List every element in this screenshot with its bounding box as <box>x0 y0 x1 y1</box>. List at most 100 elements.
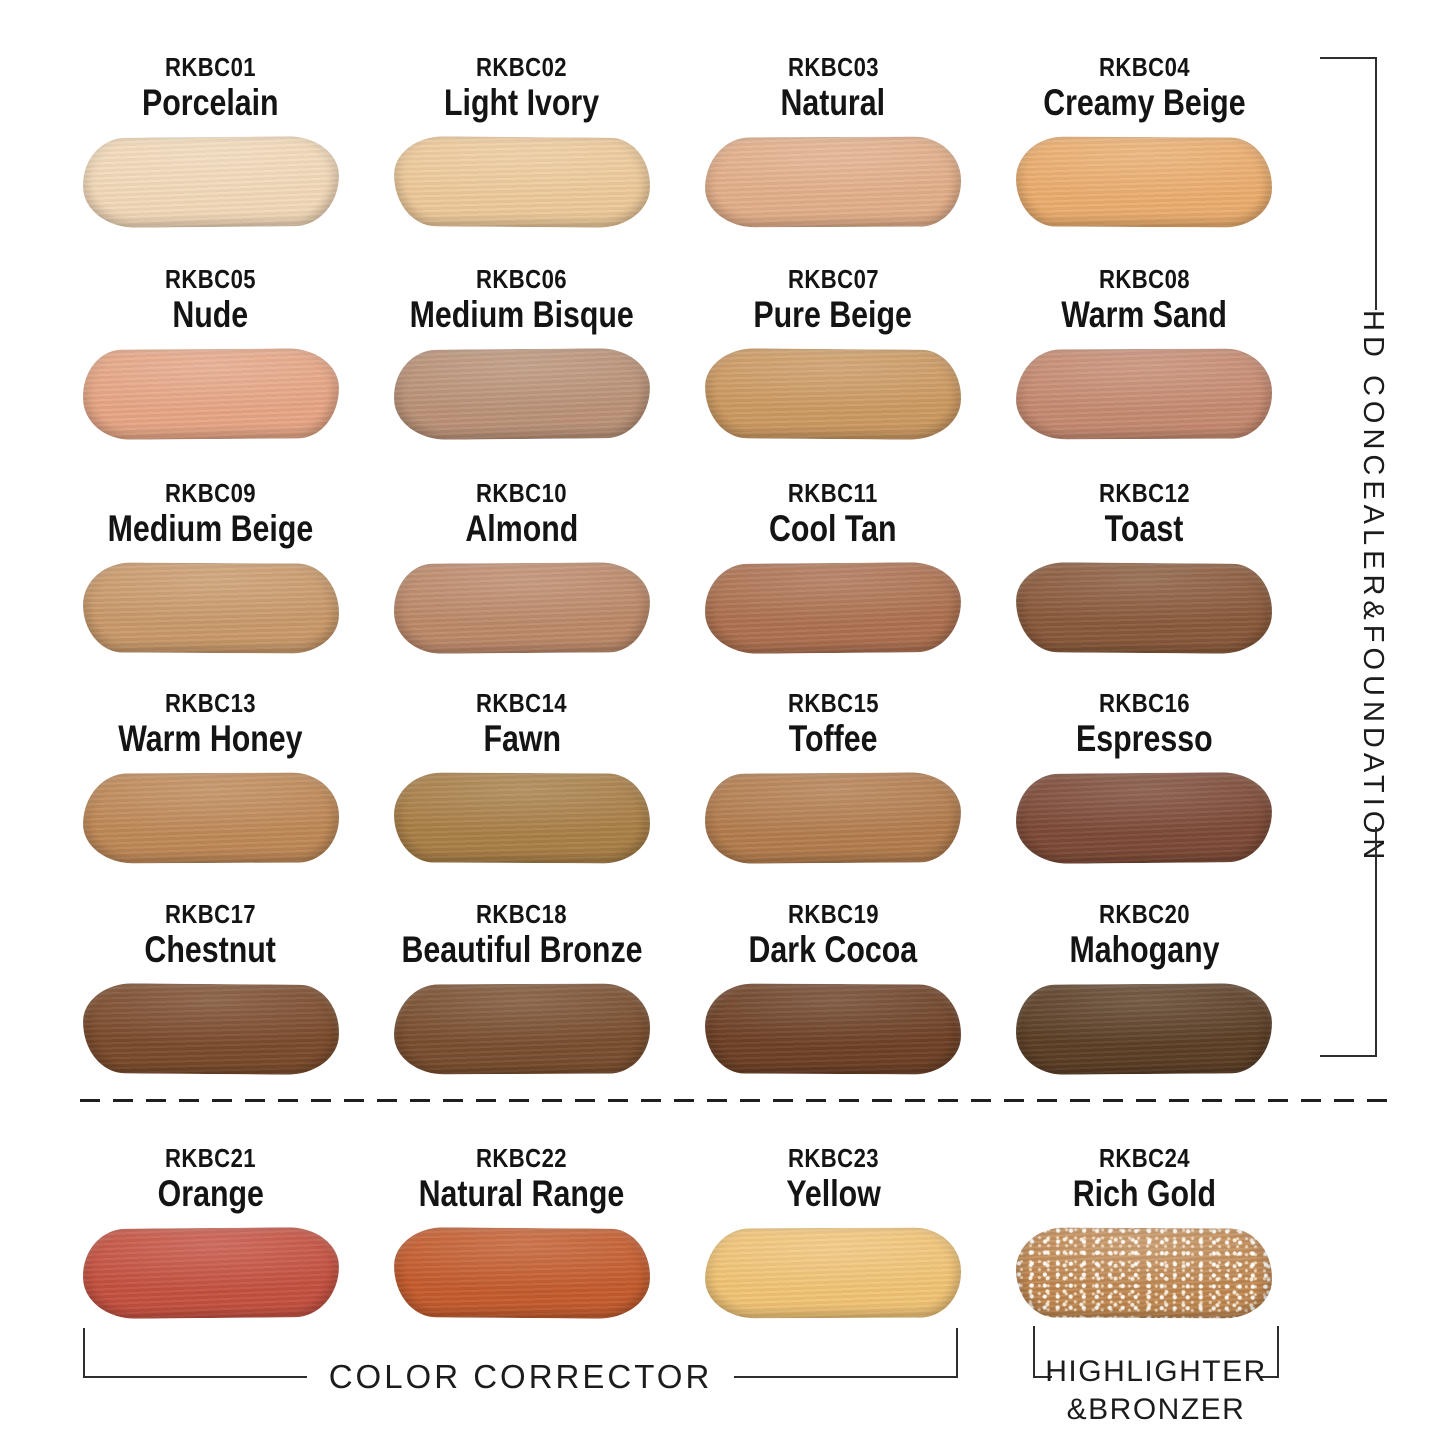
shade-swatch <box>393 347 651 441</box>
shade-cell: RKBC17 Chestnut <box>55 899 366 1143</box>
shade-cell: RKBC09 Medium Beige <box>55 478 366 688</box>
shade-cell: RKBC13 Warm Honey <box>55 688 366 899</box>
shade-name: Light Ivory <box>444 82 600 123</box>
bracket-tick-left <box>83 1328 85 1378</box>
shade-name: Nude <box>172 294 249 335</box>
right-bracket-top-tick <box>1320 57 1377 59</box>
bracket-corner-right <box>1260 1326 1279 1378</box>
shade-cell: RKBC21 Orange <box>55 1143 366 1320</box>
shade-cell: RKBC20 Mahogany <box>989 899 1300 1143</box>
shade-name: Medium Bisque <box>409 294 634 335</box>
shade-cell: RKBC12 Toast <box>989 478 1300 688</box>
shade-swatch <box>82 982 339 1076</box>
shade-name: Chestnut <box>144 929 277 970</box>
shade-name: Warm Sand <box>1061 294 1228 335</box>
shade-code: RKBC13 <box>165 688 257 718</box>
shade-name: Rich Gold <box>1072 1173 1217 1214</box>
shade-swatch <box>1016 561 1273 655</box>
shade-name: Warm Honey <box>118 718 303 759</box>
shade-name: Creamy Beige <box>1043 82 1246 123</box>
shade-swatch <box>82 1226 340 1320</box>
shade-name: Natural Range <box>419 1173 625 1214</box>
shade-name: Medium Beige <box>107 508 314 549</box>
right-bracket-bottom-tick <box>1320 1055 1377 1057</box>
shade-swatch <box>704 136 962 228</box>
shade-name: Toast <box>1105 508 1184 549</box>
shade-name: Mahogany <box>1069 929 1220 970</box>
shade-cell: RKBC16 Espresso <box>989 688 1300 899</box>
shade-cell: RKBC14 Fawn <box>366 688 677 899</box>
shade-code: RKBC12 <box>1098 478 1190 508</box>
shade-swatch <box>393 562 651 654</box>
shade-name: Espresso <box>1076 718 1213 759</box>
bronzer-label: &BRONZER <box>1066 1393 1246 1426</box>
shade-code: RKBC02 <box>476 52 568 82</box>
shade-code: RKBC18 <box>476 899 568 929</box>
shade-cell: RKBC24 Rich Gold <box>989 1143 1300 1319</box>
shade-code: RKBC15 <box>787 688 879 718</box>
shade-swatch <box>704 772 962 864</box>
shade-code: RKBC22 <box>476 1143 568 1173</box>
shade-cell: RKBC19 Dark Cocoa <box>678 899 989 1143</box>
shade-cell: RKBC01 Porcelain <box>55 52 366 264</box>
shade-name: Almond <box>465 508 579 549</box>
shade-code: RKBC17 <box>165 899 257 929</box>
shade-code: RKBC14 <box>476 688 568 718</box>
shade-cell: RKBC07 Pure Beige <box>678 264 989 478</box>
bracket-line-left <box>83 1376 307 1378</box>
shade-swatch <box>704 347 962 441</box>
right-bracket-lower-line <box>1375 827 1377 1057</box>
shade-cell: RKBC04 Creamy Beige <box>989 52 1300 264</box>
shade-swatch <box>393 135 651 229</box>
shade-cell: RKBC06 Medium Bisque <box>366 264 677 478</box>
highlighter-bronzer-bracket: HIGHLIGHTER &BRONZER <box>1033 1326 1279 1426</box>
bracket-corner-left <box>1033 1326 1052 1378</box>
shade-swatch <box>82 562 339 654</box>
shade-name: Dark Cocoa <box>748 929 918 970</box>
shade-cell: RKBC03 Natural <box>678 52 989 264</box>
shade-swatch <box>1016 983 1273 1075</box>
dashed-divider <box>80 1099 1400 1102</box>
right-bracket-upper-line <box>1375 57 1377 310</box>
shade-cell: RKBC08 Warm Sand <box>989 264 1300 478</box>
swatch-grid: RKBC01 Porcelain RKBC02 Light Ivory RKBC… <box>55 52 1300 1320</box>
shade-cell: RKBC23 Yellow <box>678 1143 989 1319</box>
shade-swatch <box>82 135 340 229</box>
bracket-tick-right <box>956 1328 958 1378</box>
shade-name: Natural <box>780 82 886 123</box>
shade-code: RKBC04 <box>1098 52 1190 82</box>
shade-code: RKBC08 <box>1098 264 1190 294</box>
shade-code: RKBC16 <box>1098 688 1190 718</box>
shade-code: RKBC19 <box>787 899 879 929</box>
shade-cell: RKBC11 Cool Tan <box>678 478 989 688</box>
shade-swatch <box>1016 1227 1273 1319</box>
shade-code: RKBC11 <box>788 478 879 508</box>
shade-code: RKBC03 <box>787 52 879 82</box>
shade-code: RKBC23 <box>787 1143 879 1173</box>
shade-code: RKBC20 <box>1098 899 1190 929</box>
shade-code: RKBC24 <box>1098 1143 1190 1173</box>
shade-name: Yellow <box>785 1173 881 1214</box>
shade-swatch <box>393 1226 651 1320</box>
shade-cell: RKBC02 Light Ivory <box>366 52 677 264</box>
shade-cell: RKBC15 Toffee <box>678 688 989 899</box>
bracket-line-right <box>734 1376 958 1378</box>
shade-code: RKBC09 <box>165 478 257 508</box>
shade-swatch <box>704 1227 962 1319</box>
color-corrector-label: COLOR CORRECTOR <box>328 1358 713 1395</box>
shade-cell: RKBC22 Natural Range <box>366 1143 677 1320</box>
shade-swatch <box>393 983 651 1075</box>
shade-name: Orange <box>157 1173 264 1214</box>
shade-cell: RKBC05 Nude <box>55 264 366 478</box>
shade-code: RKBC21 <box>165 1143 257 1173</box>
shade-code: RKBC10 <box>476 478 568 508</box>
shade-swatch <box>82 348 339 440</box>
shade-swatch <box>1016 136 1273 228</box>
shade-code: RKBC07 <box>787 264 879 294</box>
shade-swatch <box>393 772 651 864</box>
shade-swatch <box>1015 771 1273 865</box>
shade-swatch <box>1016 348 1273 440</box>
shade-name: Pure Beige <box>753 294 913 335</box>
shade-name: Beautiful Bronze <box>401 929 643 970</box>
